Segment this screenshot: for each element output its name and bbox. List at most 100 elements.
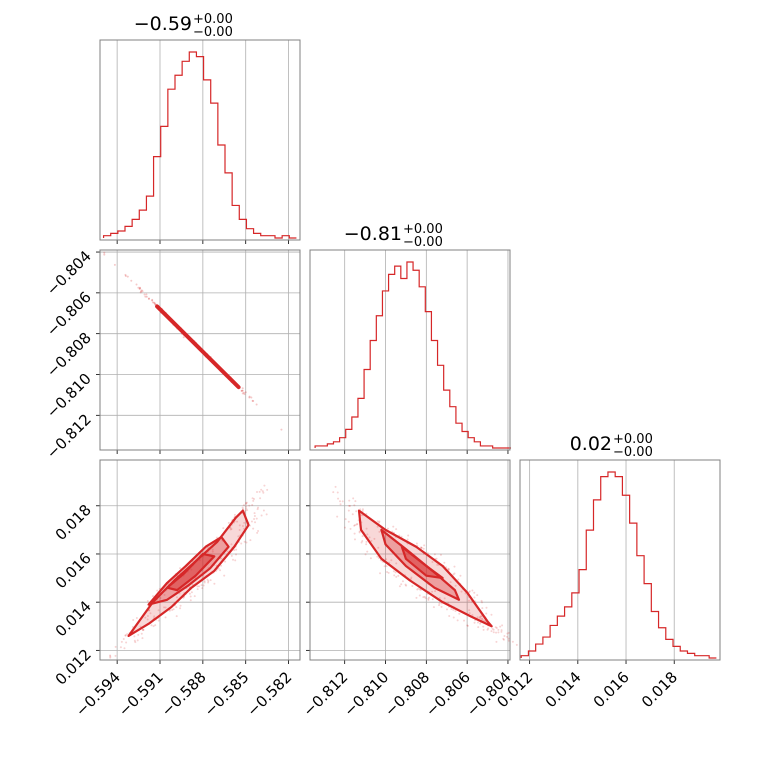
joint-p0-p2-point [114, 645, 117, 648]
joint-p0-p2-point [257, 530, 260, 533]
joint-p1-p2-point [500, 630, 503, 633]
joint-p0-p2-point [262, 509, 265, 512]
hist-p0-steps [102, 51, 297, 239]
joint-p0-p2-point [211, 548, 214, 551]
joint-p0-p2-point [233, 549, 236, 552]
joint-p0-p2-point [215, 536, 218, 539]
joint-p1-p2-point [361, 539, 364, 542]
joint-p1-p2-point [435, 557, 438, 560]
joint-p1-p2-point [406, 538, 409, 541]
joint-p0-p2-point [213, 582, 216, 585]
joint-p0-p2-point [263, 484, 266, 487]
joint-p1-p2-point [478, 616, 481, 619]
joint-p0-p1-point [141, 290, 144, 293]
joint-p0-p2-point [251, 497, 254, 500]
joint-p1-p2-point [492, 628, 495, 631]
joint-p1-p2-point [415, 596, 418, 599]
joint-p1-p2-point [411, 584, 414, 587]
joint-p1-p2-point [481, 618, 484, 621]
joint-p1-p2-point [507, 639, 510, 642]
joint-p0-p2-point [237, 535, 240, 538]
joint-p1-p2-point [395, 528, 398, 531]
joint-p1-p2-point [466, 624, 469, 627]
joint-p0-p2-point [261, 490, 264, 493]
joint-p0-p1-point [145, 295, 148, 298]
joint-p0-p2-point [140, 632, 143, 635]
joint-p0-p2-point [193, 595, 196, 598]
joint-p0-p2-point [146, 614, 149, 617]
joint-p1-p2-point [364, 553, 367, 556]
hist-p1-title-value: −0.81 [344, 223, 402, 245]
joint-p0-p1-point [248, 396, 251, 399]
joint-p1-p2-point [448, 614, 451, 617]
joint-p1-p2-point [365, 540, 368, 543]
joint-p0-p2-point [235, 548, 238, 551]
joint-p1-p2-point [482, 619, 485, 622]
joint-p1-p2-point [358, 530, 361, 533]
joint-p0-p1-point [140, 289, 143, 292]
joint-p0-p2-point [179, 567, 182, 570]
joint-p1-p2-point [418, 588, 421, 591]
joint-p0-p2-point [252, 499, 255, 502]
joint-p0-p2-point [141, 628, 144, 631]
joint-p1-p2-point [353, 538, 356, 541]
joint-p1-p2-point [351, 513, 354, 516]
hist-p0-title-lower: −0.00 [193, 25, 233, 40]
hist-p2-title: 0.02 +0.00−0.00 [570, 432, 653, 460]
joint-p1-p2-point [502, 637, 505, 640]
joint-p0-p2-point [152, 595, 155, 598]
joint-p0-p2-point [246, 509, 249, 512]
joint-p1-p2-point [463, 619, 466, 622]
joint-p1-p2-point [336, 515, 339, 518]
joint-p0-p2-point [254, 521, 257, 524]
hist-p1-title-lower: −0.00 [403, 235, 443, 250]
joint-p1-p2-point [360, 541, 363, 544]
joint-p0-p2-point [196, 588, 199, 591]
joint-p0-p2-point [230, 554, 233, 557]
joint-p0-p1-point [240, 389, 243, 392]
joint-p1-p2-point [486, 628, 489, 631]
joint-p1-p2-point [377, 546, 380, 549]
joint-p1-p2-point [438, 602, 441, 605]
joint-p1-p2-point [370, 539, 373, 542]
joint-p1-p2-point [495, 627, 498, 630]
joint-p1-p2-point [501, 624, 504, 627]
joint-p0-p2-point [251, 503, 254, 506]
joint-p0-p1-point [154, 303, 157, 306]
hist-p1-frame [309, 249, 511, 451]
joint-p1-p2-point [395, 562, 398, 565]
joint-p0-p1-point [243, 393, 246, 396]
joint-p1-p2-point [415, 542, 418, 545]
joint-p0-p2-point [201, 587, 204, 590]
joint-p0-p2-point [163, 593, 166, 596]
joint-p1-p2-point [378, 530, 381, 533]
joint-p0-p2-point [109, 656, 112, 659]
joint-p1-p2-point [497, 631, 500, 634]
joint-p1-p2-point [410, 576, 413, 579]
joint-p0-p2-point [159, 597, 162, 600]
joint-p0-p2-point [171, 608, 174, 611]
joint-p1-p2-point [506, 632, 509, 635]
joint-p1-p2-point [385, 565, 388, 568]
joint-p1-p2-point [401, 580, 404, 583]
joint-p0-p2-point [200, 584, 203, 587]
hist-p0-frame [99, 39, 301, 241]
joint-p1-p2-point [358, 531, 361, 534]
joint-p1-p2-point [476, 594, 479, 597]
joint-p1-p2-point [404, 583, 407, 586]
joint-p0-p2-point [132, 619, 135, 622]
hist-p1-title-upper: +0.00 [403, 222, 443, 237]
joint-p0-p2-point [124, 634, 127, 637]
joint-p1-p2-point [456, 619, 459, 622]
joint-p0-p1-point [103, 253, 106, 256]
joint-p1-p2-point [490, 630, 493, 633]
joint-p1-p2-point [473, 591, 476, 594]
joint-p1-p2-point [436, 563, 439, 566]
joint-p1-p2-point [339, 503, 342, 506]
joint-p1-p2-point [454, 609, 457, 612]
joint-p1-p2-point [440, 605, 443, 608]
joint-p0-p2-point [175, 615, 178, 618]
joint-p1-p2-point [392, 525, 395, 528]
hist-p1-steps [314, 261, 512, 449]
joint-p0-p2-point [241, 525, 244, 528]
